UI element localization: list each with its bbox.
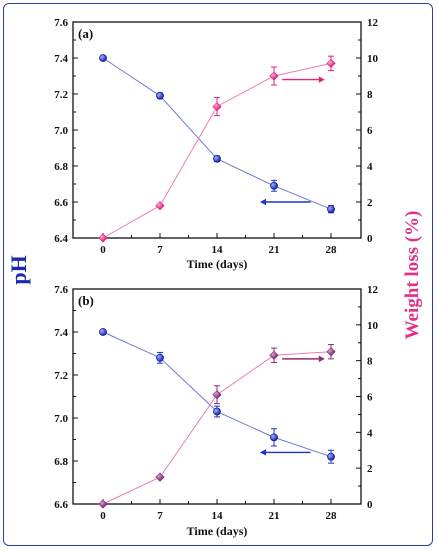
figure-frame <box>3 3 433 546</box>
left-tick-label: 7.2 <box>54 89 68 101</box>
chart-panel-b: 6.6 6.8 7.0 7.2 7.4 7.6 0 2 4 6 8 10 12 0 7 14 21 28 Time … <box>54 284 378 538</box>
ph-data-point <box>327 452 335 461</box>
arrow-head <box>318 76 325 83</box>
left-tick-label: 7.2 <box>54 370 68 382</box>
left-tick-label: 6.8 <box>54 161 68 173</box>
plot-frame <box>72 21 362 239</box>
ph-data-point <box>99 54 107 62</box>
left-tick-label: 6.8 <box>54 456 68 468</box>
left-tick-label: 6.4 <box>54 233 68 245</box>
left-axis-label: pH <box>6 255 31 284</box>
weight-loss-data-point <box>269 350 279 360</box>
ph-series-line <box>102 57 332 210</box>
right-tick-label: 4 <box>367 161 373 173</box>
ph-data-point <box>213 407 221 416</box>
right-tick-label: 12 <box>367 17 379 29</box>
right-tick-label: 0 <box>367 233 373 245</box>
right-tick-label: 8 <box>367 89 373 101</box>
weight-loss-data-point <box>155 472 165 482</box>
x-tick-label: 7 <box>157 244 163 256</box>
right-tick-label: 2 <box>367 463 373 475</box>
weight-loss-data-point <box>326 58 336 69</box>
weight-loss-data-point <box>155 200 165 211</box>
right-tick-label: 10 <box>367 320 379 332</box>
left-tick-label: 7.0 <box>54 413 68 425</box>
weight-loss-data-point <box>326 347 336 357</box>
arrow-head <box>318 355 325 363</box>
chart-panel-a: 6.4 6.6 6.8 7.0 7.2 7.4 7.6 0 2 4 6 8 10 12 0 7 14 21 28 Ti… <box>54 17 378 271</box>
ph-data-point <box>156 353 164 362</box>
weight-loss-series-line <box>102 351 332 505</box>
arrow-head <box>260 198 266 206</box>
x-tick-label: 28 <box>326 510 338 522</box>
weight-loss-data-point <box>98 233 108 243</box>
right-tick-label: 0 <box>367 499 373 511</box>
weight-loss-series-line <box>102 62 332 239</box>
ph-data-point <box>213 154 221 163</box>
x-tick-label: 0 <box>100 510 106 522</box>
left-tick-label: 6.6 <box>54 499 68 511</box>
ph-data-point <box>156 91 164 100</box>
left-tick-label: 6.6 <box>54 197 68 209</box>
left-tick-label: 7.6 <box>54 17 68 29</box>
x-tick-label: 14 <box>212 510 224 522</box>
x-axis-label: Time (days) <box>187 257 248 271</box>
x-tick-label: 28 <box>326 244 338 256</box>
ph-data-point <box>327 205 335 214</box>
left-tick-label: 7.6 <box>54 284 68 296</box>
right-tick-label: 6 <box>367 392 373 404</box>
weight-loss-data-point <box>269 71 279 81</box>
arrow-head <box>260 449 266 456</box>
right-axis-label: Weight loss (%) <box>402 211 423 340</box>
panel-label: (a) <box>78 26 93 41</box>
weight-loss-data-point <box>212 390 222 400</box>
right-tick-label: 2 <box>367 197 373 209</box>
x-tick-label: 0 <box>100 244 106 256</box>
right-tick-label: 8 <box>367 356 373 368</box>
x-tick-label: 14 <box>212 244 224 256</box>
x-tick-label: 21 <box>269 510 280 522</box>
ph-data-point <box>270 433 278 442</box>
left-tick-label: 7.0 <box>54 125 68 137</box>
right-tick-label: 12 <box>367 284 379 296</box>
x-tick-label: 7 <box>157 510 163 522</box>
ph-data-point <box>270 181 278 190</box>
panel-label: (b) <box>78 293 94 308</box>
ph-data-point <box>99 328 107 336</box>
x-axis-label: Time (days) <box>187 524 248 538</box>
right-tick-label: 4 <box>367 427 373 439</box>
left-tick-label: 7.4 <box>54 327 68 339</box>
right-tick-label: 10 <box>367 53 379 65</box>
weight-loss-data-point <box>212 101 222 112</box>
weight-loss-data-point <box>98 499 108 509</box>
x-tick-label: 21 <box>269 244 280 256</box>
right-tick-label: 6 <box>367 125 373 137</box>
left-tick-label: 7.4 <box>54 53 68 65</box>
